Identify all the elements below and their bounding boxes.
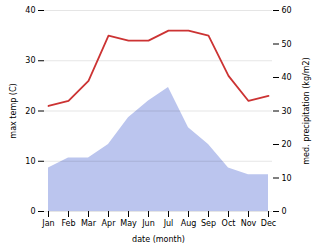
svg-text:Sep: Sep bbox=[201, 219, 216, 228]
svg-text:20: 20 bbox=[282, 140, 292, 149]
svg-text:Mar: Mar bbox=[81, 219, 97, 228]
svg-text:max temp (C): max temp (C) bbox=[9, 83, 18, 138]
svg-text:Apr: Apr bbox=[102, 219, 117, 228]
svg-text:Dec: Dec bbox=[261, 219, 276, 228]
svg-text:Nov: Nov bbox=[241, 219, 257, 228]
svg-text:60: 60 bbox=[282, 6, 292, 15]
svg-text:Oct: Oct bbox=[222, 219, 236, 228]
svg-text:Jan: Jan bbox=[41, 219, 54, 228]
svg-text:10: 10 bbox=[282, 174, 292, 183]
svg-text:med. precipitation (kg/m2): med. precipitation (kg/m2) bbox=[302, 57, 311, 164]
svg-text:0: 0 bbox=[282, 207, 287, 216]
svg-text:Feb: Feb bbox=[61, 219, 75, 228]
svg-text:20: 20 bbox=[25, 107, 35, 116]
svg-text:40: 40 bbox=[25, 6, 35, 15]
svg-text:40: 40 bbox=[282, 73, 292, 82]
svg-text:Jun: Jun bbox=[141, 219, 155, 228]
svg-text:May: May bbox=[120, 219, 137, 228]
svg-text:10: 10 bbox=[25, 157, 35, 166]
svg-text:30: 30 bbox=[25, 56, 35, 65]
svg-text:50: 50 bbox=[282, 40, 292, 49]
svg-text:0: 0 bbox=[30, 207, 35, 216]
svg-text:Jul: Jul bbox=[163, 219, 174, 228]
svg-text:30: 30 bbox=[282, 107, 292, 116]
svg-text:date (month): date (month) bbox=[132, 235, 185, 244]
svg-text:Aug: Aug bbox=[181, 219, 197, 228]
